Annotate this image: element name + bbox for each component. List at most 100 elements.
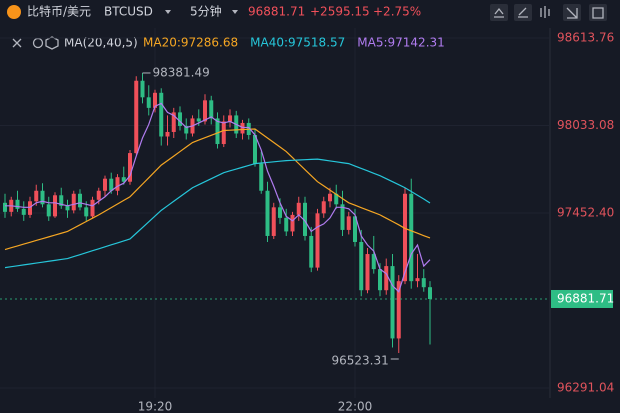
candle-body <box>196 118 201 122</box>
ticker[interactable]: BTCUSD <box>104 5 153 19</box>
coin-icon <box>7 5 21 19</box>
candle-body <box>271 207 276 236</box>
candle-body <box>384 266 389 291</box>
candle-body <box>34 190 39 202</box>
symbol-name[interactable]: 比特币/美元 <box>27 4 91 19</box>
candle-body <box>421 278 426 288</box>
candle-body <box>140 80 145 98</box>
candle-body <box>28 201 32 215</box>
dropdown-icon[interactable] <box>165 10 171 14</box>
candle-body <box>178 112 182 126</box>
candle-body <box>253 134 257 164</box>
candle-body <box>290 214 295 232</box>
interval[interactable]: 5分钟 <box>190 4 222 19</box>
candle-body <box>165 131 170 137</box>
candle-body <box>303 202 307 236</box>
ma-line <box>4 158 431 269</box>
candle-body <box>396 281 401 339</box>
candle-body <box>284 217 289 232</box>
legend-entry: MA40:97518.57 <box>250 36 345 50</box>
candle-body <box>115 177 120 191</box>
candle-body <box>340 204 345 230</box>
candle-body <box>153 92 157 108</box>
candle-body <box>409 193 414 282</box>
candle-body <box>53 195 57 217</box>
candle-body <box>221 121 226 145</box>
candle-body <box>203 100 207 122</box>
x-tick-label: 19:20 <box>138 400 173 413</box>
candle-body <box>209 100 214 119</box>
ma-line <box>5 102 431 293</box>
candle-body <box>390 266 395 339</box>
candle-body <box>415 278 420 282</box>
candle-body <box>334 193 339 205</box>
candle-body <box>84 207 89 217</box>
indicator-name: MA(20,40,5) <box>64 36 138 50</box>
close-icon[interactable] <box>12 38 22 48</box>
change-pct: +2.75% <box>373 5 421 19</box>
candle-body <box>346 216 351 230</box>
last-price-label: 96881.71 <box>557 291 614 305</box>
y-tick-label: 96291.04 <box>557 381 614 395</box>
settings-icon[interactable] <box>32 37 44 49</box>
tool-icon[interactable] <box>494 7 504 18</box>
tool-button[interactable] <box>490 4 508 21</box>
candle-body <box>121 177 126 182</box>
candle-body <box>359 241 364 291</box>
candle-body <box>21 208 26 215</box>
candle-body <box>90 199 95 217</box>
high-annotation: 98381.49 <box>153 65 210 79</box>
candle-body <box>78 193 82 208</box>
candle-body <box>109 178 114 191</box>
candle-body <box>296 202 301 215</box>
tool-icon[interactable] <box>592 7 604 19</box>
legend-entry: MA5:97142.31 <box>357 36 445 50</box>
candle-body <box>46 204 51 217</box>
candle-body <box>159 92 164 137</box>
candle-body <box>128 153 132 182</box>
candle-body <box>96 190 101 200</box>
candle-body <box>428 287 432 299</box>
tool-button[interactable] <box>514 4 532 21</box>
last-price-box <box>551 289 613 308</box>
candle-body <box>59 195 64 206</box>
low-annotation: 96523.31 <box>331 354 388 368</box>
candle-body <box>3 202 7 212</box>
candle-body <box>278 207 282 218</box>
candle-body <box>103 178 107 191</box>
candle-body <box>215 118 220 145</box>
tool-icon[interactable] <box>566 7 578 19</box>
tool-icon[interactable] <box>518 7 528 18</box>
candle-body <box>228 115 232 122</box>
candle-body <box>403 193 407 282</box>
candle-body <box>40 190 45 205</box>
candle-body <box>265 190 270 236</box>
y-tick-label: 98033.08 <box>557 118 614 132</box>
candle-body <box>71 193 76 211</box>
tool-icon[interactable] <box>540 6 550 18</box>
candle-body <box>184 125 189 134</box>
candle-body <box>315 213 320 268</box>
y-tick-label: 98613.76 <box>557 30 614 44</box>
candle-body <box>259 163 264 191</box>
candle-body <box>171 112 176 132</box>
candle-body <box>134 80 139 154</box>
x-tick-label: 22:00 <box>338 400 373 413</box>
candle-body <box>328 193 332 202</box>
candle-body <box>353 216 357 242</box>
candle-body <box>371 254 376 270</box>
change: +2595.15 <box>310 5 370 19</box>
candle-body <box>365 254 370 291</box>
y-tick-label: 97452.40 <box>557 205 614 219</box>
candle-body <box>65 205 70 211</box>
interval-dropdown[interactable] <box>232 10 238 14</box>
candle-body <box>240 122 245 134</box>
legend-entry: MA20:97286.68 <box>143 36 238 50</box>
source-icon[interactable] <box>45 36 59 50</box>
toolbar <box>12 4 607 50</box>
candle-body <box>146 97 151 108</box>
last-price: 96881.71 <box>248 5 305 19</box>
